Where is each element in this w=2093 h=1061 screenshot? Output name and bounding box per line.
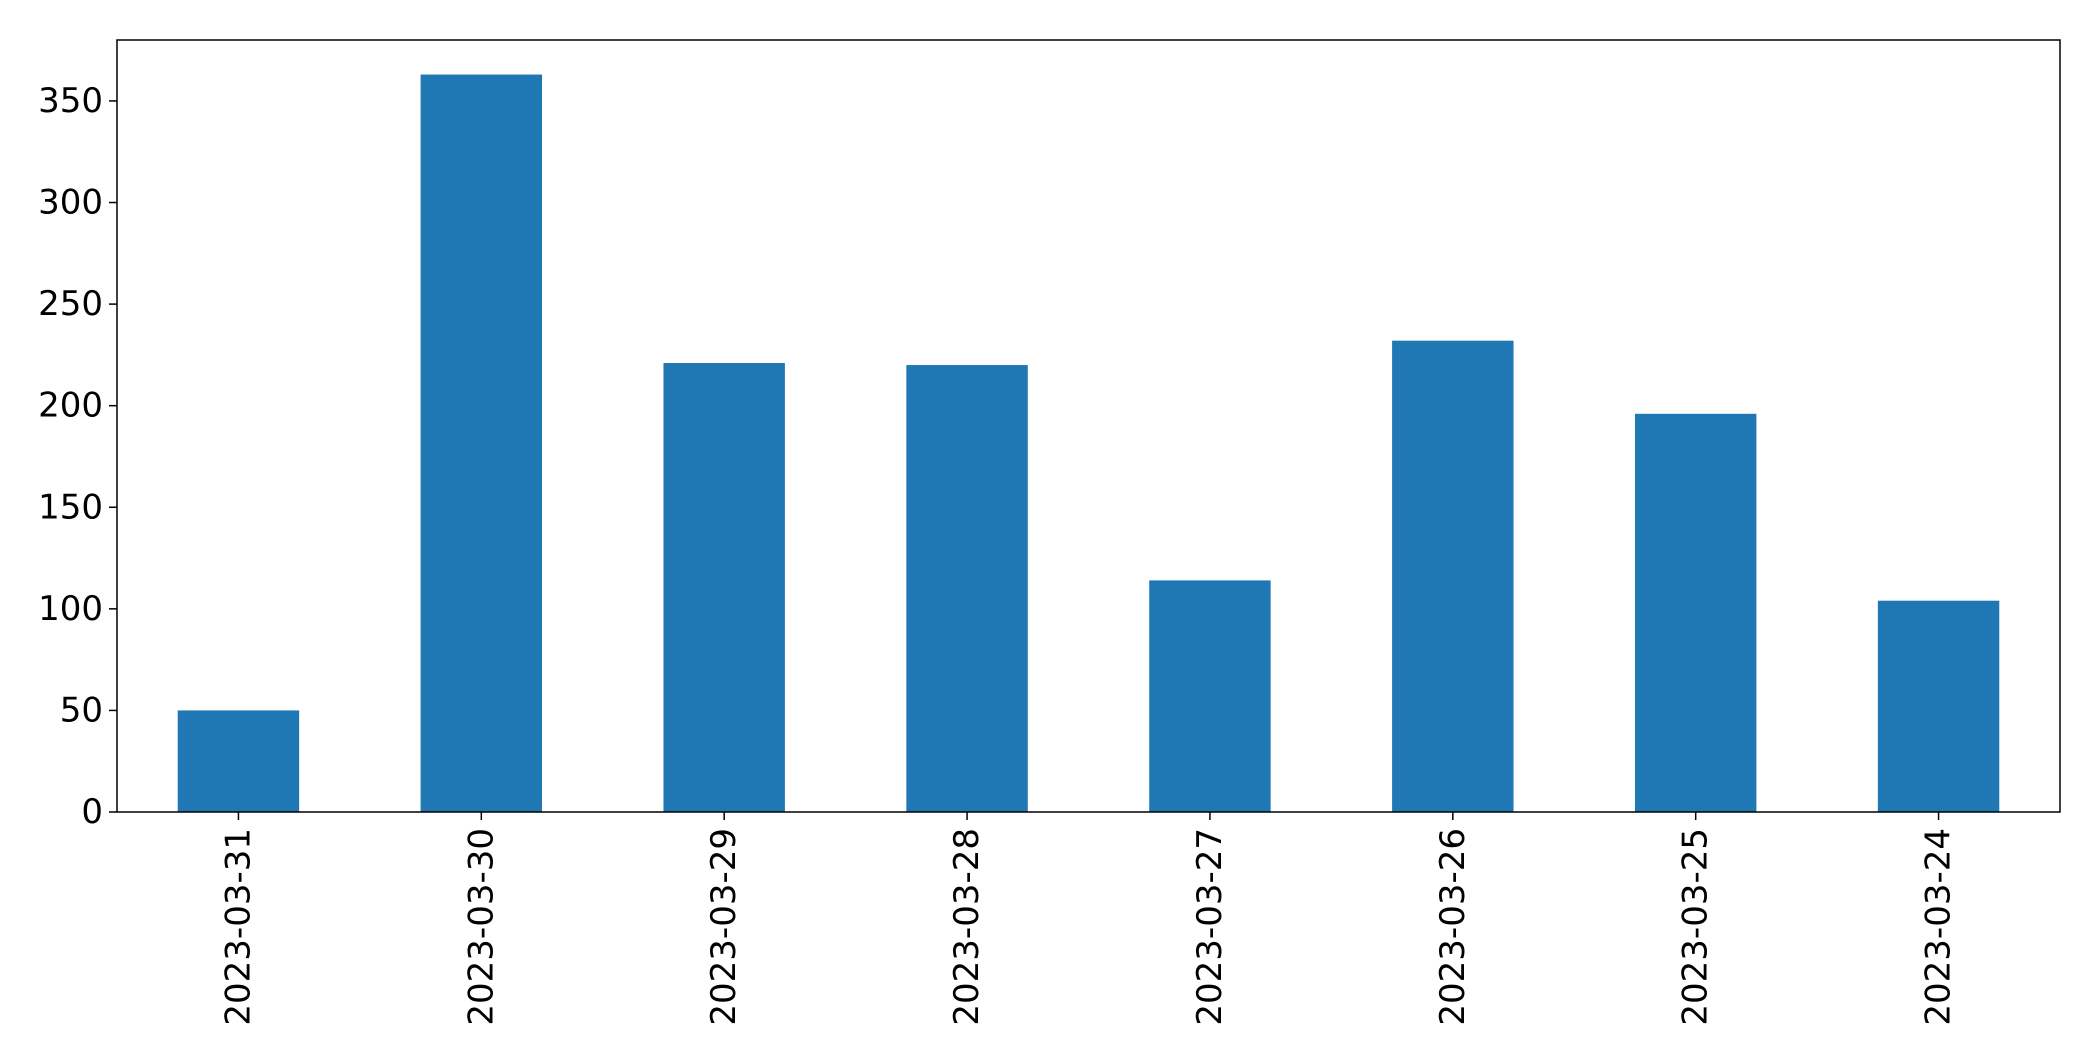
x-tick-label: 2023-03-28: [947, 828, 987, 1026]
bar-2023-03-27: [1149, 580, 1271, 812]
y-tick-label: 250: [38, 284, 103, 324]
x-tick-label: 2023-03-31: [218, 828, 258, 1026]
x-axis: 2023-03-31 2023-03-30 2023-03-29 2023-03-28…: [218, 812, 1959, 1026]
y-tick-label: 350: [38, 81, 103, 121]
bar-2023-03-29: [663, 363, 785, 812]
bar-2023-03-26: [1392, 340, 1514, 812]
x-tick-label: 2023-03-25: [1676, 828, 1716, 1026]
y-tick-label: 150: [38, 487, 103, 527]
y-tick-label: 50: [60, 690, 103, 730]
y-tick-label: 0: [81, 792, 103, 832]
x-tick-label: 2023-03-30: [461, 828, 501, 1026]
y-tick-label: 100: [38, 589, 103, 629]
bar-2023-03-25: [1634, 413, 1757, 812]
y-tick-label: 300: [38, 183, 103, 223]
x-tick-label: 2023-03-26: [1433, 828, 1473, 1026]
bar-2023-03-24: [1877, 600, 2000, 812]
plot-frame: [116, 39, 2061, 813]
x-tick-label: 2023-03-27: [1190, 828, 1230, 1026]
bar-2023-03-30: [420, 74, 543, 812]
y-tick-label: 200: [38, 386, 103, 426]
x-tick-label: 2023-03-29: [704, 828, 744, 1026]
y-axis: 0 50 100 150 200 250 300 350: [38, 81, 117, 832]
bar-2023-03-28: [906, 365, 1028, 812]
bar-2023-03-31: [177, 710, 300, 812]
bars-group: [177, 74, 2000, 812]
x-tick-label: 2023-03-24: [1919, 828, 1959, 1026]
